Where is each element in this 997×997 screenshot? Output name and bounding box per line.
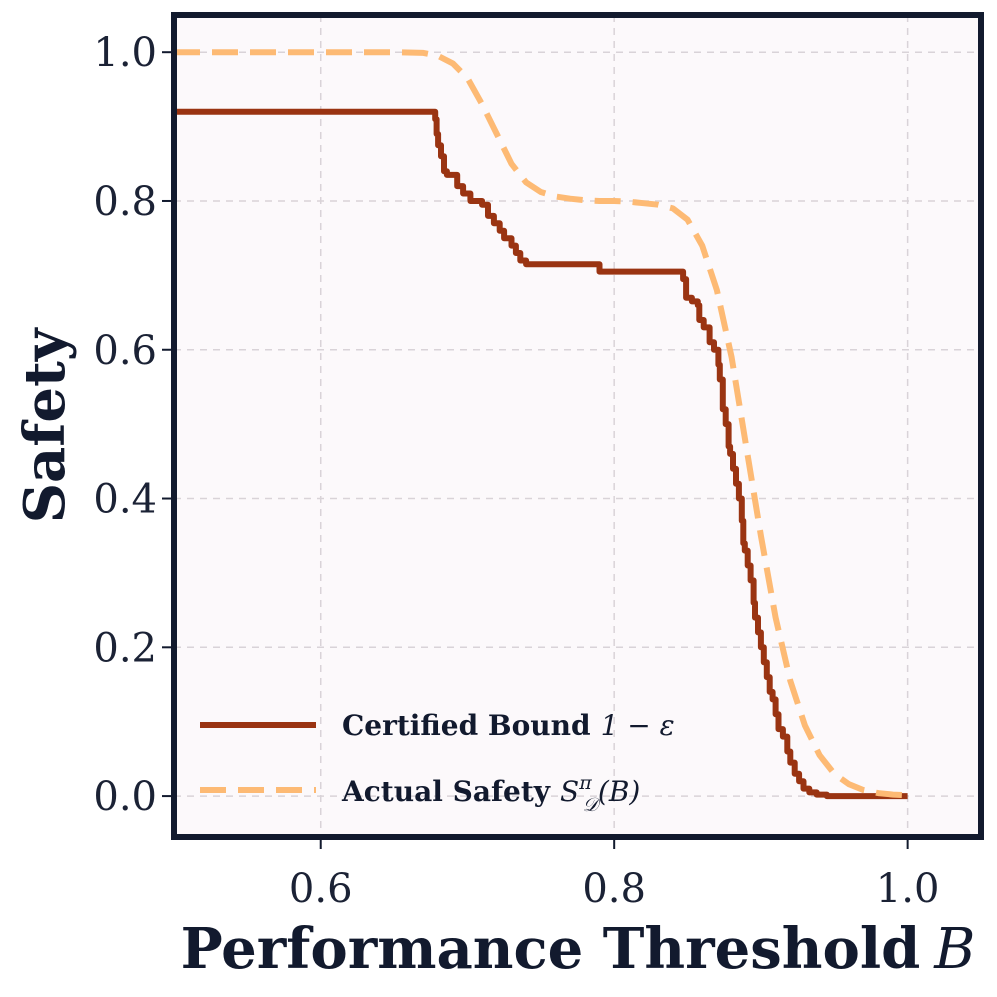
y-tick-label: 0.2 <box>93 625 157 671</box>
x-axis-title: Performance Threshold B <box>181 916 976 982</box>
y-tick-label: 0.0 <box>93 774 157 820</box>
y-tick-label: 1.0 <box>93 30 157 76</box>
legend-label-actual-math: S <box>560 775 579 808</box>
plot-background <box>174 15 981 837</box>
y-tick-label: 0.6 <box>93 328 157 374</box>
x-axis: 0.6 0.8 1.0 <box>289 840 940 912</box>
legend-label-actual-arg: (B) <box>598 775 640 808</box>
x-axis-title-text: Performance Threshold <box>181 916 921 982</box>
y-axis-title: Safety <box>12 327 78 523</box>
plot-frame <box>171 12 984 840</box>
legend-label-actual-text: Actual Safety <box>341 775 551 808</box>
legend-label-certified-text: Certified Bound <box>342 709 591 742</box>
legend-label-certified: Certified Bound 1 − ε <box>342 709 675 742</box>
legend-label-actual-sub: 𝒟 <box>583 794 602 816</box>
legend-label-actual-sup: π <box>578 772 592 794</box>
x-tick-label: 0.8 <box>582 866 646 912</box>
series-group <box>174 49 908 800</box>
x-tick-label: 0.6 <box>289 866 353 912</box>
series-line-actual-safety <box>174 49 908 799</box>
y-tick-label: 0.4 <box>93 477 157 523</box>
legend: Certified Bound 1 − ε Actual Safety Sπ 𝒟(B) <box>200 709 675 816</box>
series-line-certified-bound <box>174 108 908 800</box>
y-tick-label: 0.8 <box>93 179 157 225</box>
x-tick-label: 1.0 <box>876 866 940 912</box>
x-axis-title-var: B <box>933 917 975 982</box>
legend-label-actual: Actual Safety Sπ 𝒟(B) <box>341 772 640 816</box>
grid <box>174 15 981 837</box>
legend-label-certified-math: 1 − ε <box>601 709 675 742</box>
y-axis: 0.0 0.2 0.4 0.6 0.8 1.0 <box>93 30 171 820</box>
